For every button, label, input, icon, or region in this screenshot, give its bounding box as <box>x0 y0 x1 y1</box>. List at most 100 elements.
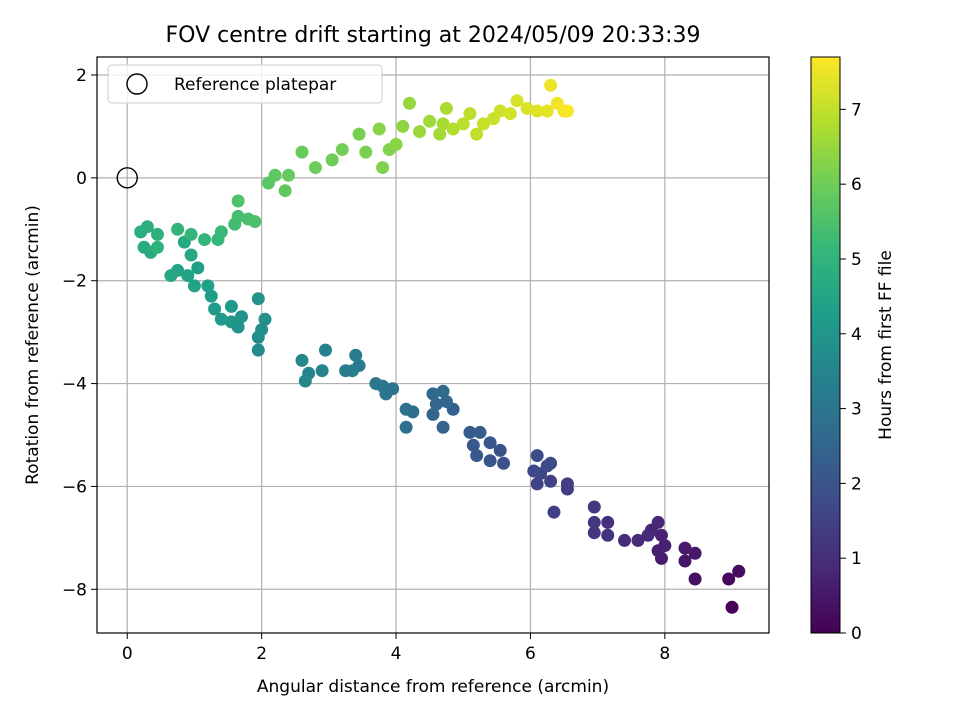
data-point <box>198 233 212 247</box>
data-point <box>510 94 524 108</box>
data-point <box>255 323 269 337</box>
plot-frame <box>96 56 770 634</box>
data-point <box>181 269 195 283</box>
data-point <box>164 269 178 283</box>
data-point <box>678 554 692 568</box>
data-point <box>439 101 453 115</box>
data-point <box>470 127 484 141</box>
data-point <box>214 312 228 326</box>
x-tick-label: 4 <box>391 644 402 664</box>
data-point <box>540 104 554 118</box>
data-point <box>359 145 373 159</box>
x-tick-label: 6 <box>525 644 536 664</box>
data-point <box>171 222 185 236</box>
data-point <box>436 117 450 131</box>
data-point <box>560 477 574 491</box>
data-point <box>470 449 484 463</box>
colorbar-tick-label: 4 <box>851 325 862 345</box>
data-point <box>137 240 151 254</box>
data-point <box>402 96 416 110</box>
data-point <box>483 436 497 450</box>
data-point <box>544 456 558 470</box>
legend-box <box>107 64 383 104</box>
data-point <box>732 564 746 578</box>
data-point <box>493 443 507 457</box>
data-point <box>463 107 477 121</box>
data-point <box>641 528 655 542</box>
data-point <box>466 438 480 452</box>
data-points <box>134 78 746 614</box>
colorbar-tick-label: 1 <box>851 549 862 569</box>
data-point <box>184 248 198 262</box>
data-point <box>476 117 490 131</box>
data-point <box>251 343 265 357</box>
data-point <box>335 143 349 157</box>
data-point <box>298 374 312 388</box>
x-axis-label: Angular distance from reference (arcmin) <box>257 677 609 697</box>
data-point <box>214 225 228 239</box>
x-tick-label: 0 <box>122 644 133 664</box>
data-point <box>369 377 383 391</box>
data-point <box>725 600 739 614</box>
data-point <box>389 137 403 151</box>
data-point <box>208 302 222 316</box>
data-point <box>150 227 164 241</box>
data-point <box>530 477 544 491</box>
data-point <box>503 107 517 121</box>
data-point <box>308 161 322 175</box>
data-point <box>349 348 363 362</box>
data-point <box>426 407 440 421</box>
colorbar-tick-label: 3 <box>851 400 862 420</box>
data-point <box>544 474 558 488</box>
data-point <box>150 240 164 254</box>
data-point <box>234 310 248 324</box>
chart-title: FOV centre drift starting at 2024/05/09 … <box>166 23 701 48</box>
data-point <box>315 364 329 378</box>
data-point <box>678 541 692 555</box>
colorbar-tick-label: 0 <box>851 624 862 644</box>
data-point <box>587 515 601 529</box>
data-point <box>325 153 339 167</box>
data-point <box>493 104 507 118</box>
legend-label: Reference platepar <box>174 75 336 95</box>
x-axis-ticks: 0 2 4 6 8 <box>122 633 670 664</box>
reference-platepar-marker <box>116 167 138 189</box>
data-point <box>601 528 615 542</box>
legend: Reference platepar <box>107 64 383 104</box>
data-point <box>436 420 450 434</box>
y-tick-label: 0 <box>76 169 87 189</box>
data-point <box>352 127 366 141</box>
data-point <box>439 395 453 409</box>
data-point <box>399 420 413 434</box>
data-point <box>248 215 262 229</box>
data-point <box>423 114 437 128</box>
data-point <box>278 184 292 198</box>
data-point <box>530 449 544 463</box>
data-point <box>658 539 672 553</box>
x-tick-label: 8 <box>659 644 670 664</box>
data-point <box>231 209 245 223</box>
data-point <box>446 122 460 136</box>
data-point <box>688 546 702 560</box>
data-point <box>631 533 645 547</box>
data-point <box>201 279 215 293</box>
colorbar-tick-label: 6 <box>851 175 862 195</box>
data-point <box>473 425 487 439</box>
data-point <box>204 289 218 303</box>
data-point <box>396 119 410 133</box>
data-point <box>530 104 544 118</box>
data-point <box>688 572 702 586</box>
y-tick-label: −2 <box>62 272 87 292</box>
y-tick-label: 2 <box>76 66 87 86</box>
data-point <box>463 425 477 439</box>
data-point <box>295 353 309 367</box>
data-point <box>587 526 601 540</box>
data-point <box>191 261 205 275</box>
data-point <box>520 101 534 115</box>
data-point <box>456 117 470 131</box>
x-tick-label: 2 <box>256 644 267 664</box>
colorbar-ticks: 0 1 2 3 4 5 6 7 <box>840 100 862 644</box>
y-axis-label: Rotation from reference (arcmin) <box>23 205 43 485</box>
data-point <box>224 315 238 329</box>
